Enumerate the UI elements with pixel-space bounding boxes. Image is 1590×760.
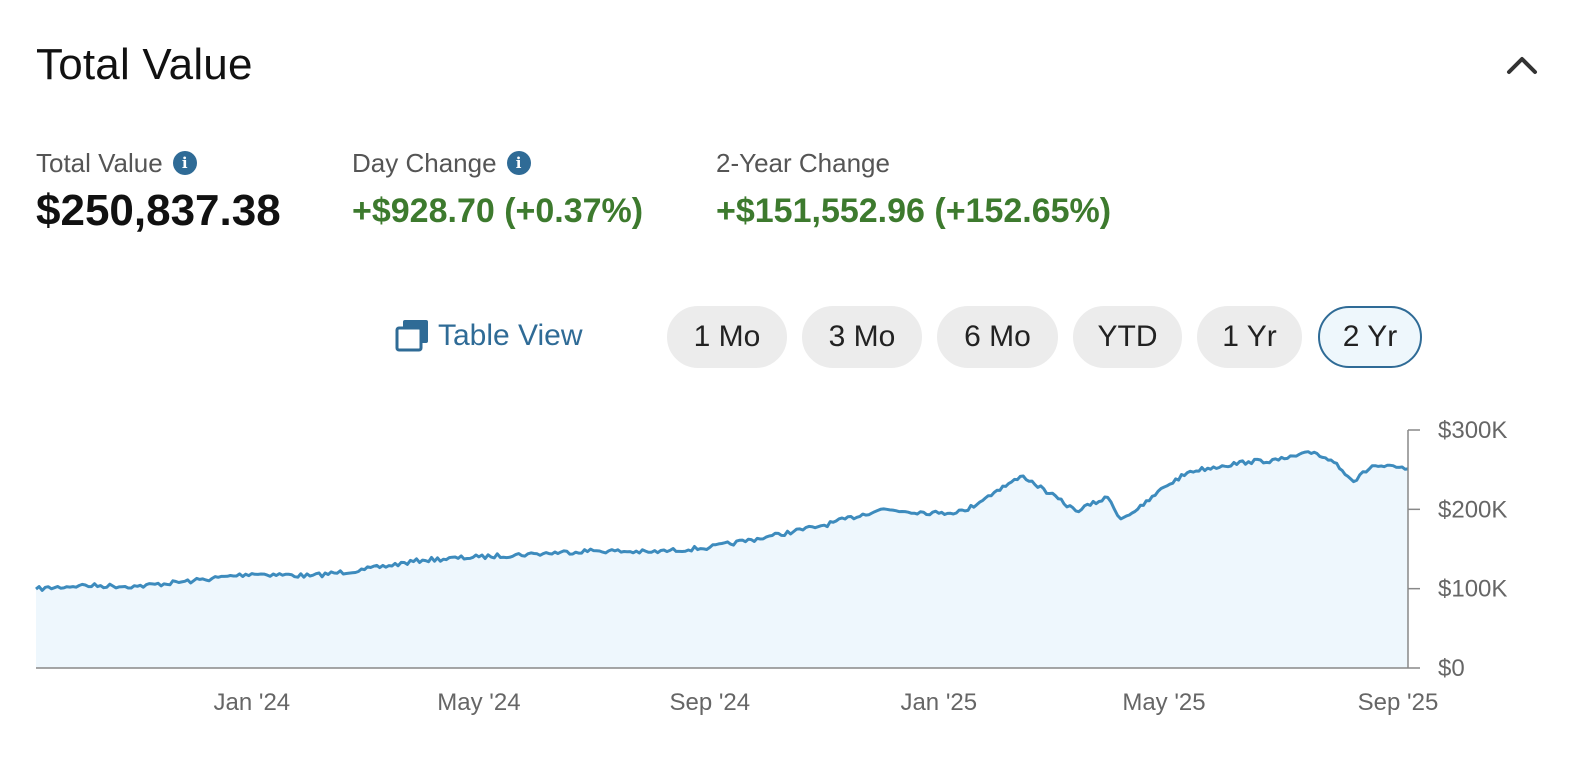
chart-axes (36, 430, 1409, 669)
total-value-amount: $250,837.38 (36, 186, 281, 235)
range-1-yr-button[interactable]: 1 Yr (1197, 306, 1302, 368)
value-chart: $0 $100K $200K $300K Jan '24 May '24 Sep '24 Ja… (35, 417, 1508, 716)
x-tick-label: May '25 (1122, 689, 1205, 716)
x-tick-label: Jan '24 (214, 689, 291, 716)
y-tick-label: $300K (1438, 417, 1507, 444)
x-tick-label: Sep '24 (669, 689, 750, 716)
two-year-change-stat: 2-Year Change +$151,552.96 (+152.65%) (716, 146, 1111, 231)
info-icon[interactable]: i (172, 151, 197, 175)
range-6-mo-button[interactable]: 6 Mo (937, 306, 1058, 368)
x-tick-label: Sep '25 (1358, 689, 1439, 716)
day-change-label: Day Change (352, 147, 497, 178)
total-value-label: Total Value (36, 147, 163, 178)
table-view-icon (395, 320, 428, 352)
two-year-change-label: 2-Year Change (716, 147, 890, 178)
range-3-mo-button[interactable]: 3 Mo (802, 306, 922, 368)
y-tick-label: $100K (1438, 576, 1507, 603)
collapse-button[interactable] (1500, 44, 1544, 84)
chevron-up-icon (1507, 57, 1537, 74)
series-line (35, 450, 1409, 592)
range-1-mo-button[interactable]: 1 Mo (667, 306, 787, 368)
y-tick-label: $200K (1438, 496, 1507, 523)
area-fill (36, 451, 1408, 668)
day-change-stat: Day Change i +$928.70 (+0.37%) (352, 146, 643, 231)
x-tick-label: May '24 (437, 689, 520, 716)
day-change-amount: +$928.70 (+0.37%) (352, 192, 644, 230)
total-value-stat: Total Value i $250,837.38 (36, 146, 281, 236)
table-view-button[interactable]: Table View (394, 318, 583, 354)
x-tick-label: Jan '25 (900, 689, 977, 716)
y-tick-label: $0 (1438, 655, 1465, 682)
info-icon[interactable]: i (506, 151, 531, 175)
range-2-yr-button[interactable]: 2 Yr (1318, 306, 1422, 368)
chart-ticks: $0 $100K $200K $300K Jan '24 May '24 Sep '24 Ja… (214, 417, 1508, 716)
range-ytd-button[interactable]: YTD (1073, 306, 1182, 368)
chart-area (35, 450, 1409, 668)
table-view-label: Table View (438, 319, 583, 352)
two-year-change-amount: +$151,552.96 (+152.65%) (716, 192, 1112, 230)
page-title: Total Value (36, 40, 253, 89)
